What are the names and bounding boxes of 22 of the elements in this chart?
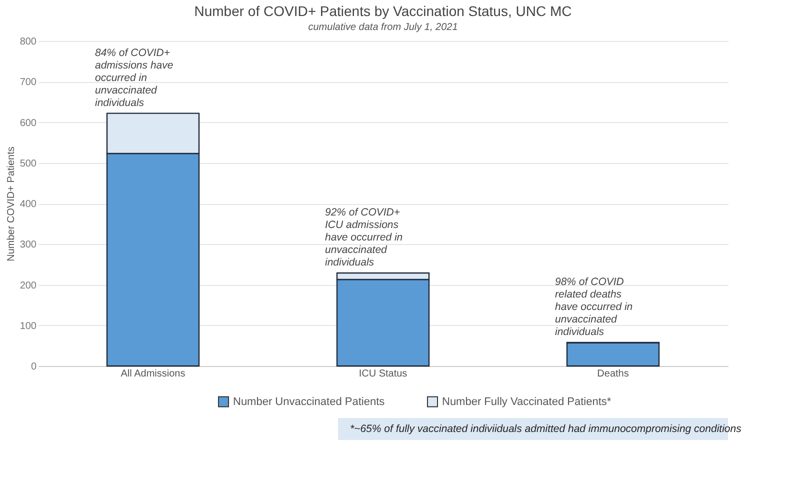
y-tick-label: 500 bbox=[20, 158, 37, 170]
y-tick-label: 300 bbox=[20, 240, 37, 251]
bar bbox=[566, 342, 660, 367]
y-tick-label: 100 bbox=[20, 320, 37, 332]
y-tick-label: 800 bbox=[20, 36, 37, 48]
y-tick-label: 200 bbox=[20, 280, 37, 292]
annotation: 92% of COVID+ ICU admissions have occurred in unvaccinated individuals bbox=[325, 206, 403, 268]
x-tick-label: Deaths bbox=[597, 368, 629, 380]
y-tick-label: 0 bbox=[30, 362, 37, 372]
legend-label: Number Fully Vaccinated Patients* bbox=[442, 396, 612, 408]
text: *~65% of fully vaccinated indiviiduals admitted had immunocompromising conditions bbox=[350, 423, 742, 435]
annotation: 98% of COVID related deaths have occurred in unvaccinated individuals bbox=[555, 276, 633, 338]
y-tick-label: 700 bbox=[20, 77, 37, 88]
y-axis-title: Number COVID+ Patients bbox=[6, 146, 17, 262]
y-tick-label: 400 bbox=[20, 199, 37, 210]
legend-label: Number Unvaccinated Patients bbox=[233, 396, 386, 408]
chart-subtitle: cumulative data from July 1, 2021 bbox=[308, 22, 458, 33]
annotation: 84% of COVID+ admissions have occurred in unvaccinated individuals bbox=[95, 46, 174, 109]
y-tick-label: 600 bbox=[20, 118, 37, 129]
chart-title: Number of COVID+ Patients by Vaccination Status, UNC MC bbox=[194, 3, 572, 19]
x-tick-label: ICU Status bbox=[358, 368, 408, 380]
x-tick-label: All Admissions bbox=[120, 368, 186, 380]
